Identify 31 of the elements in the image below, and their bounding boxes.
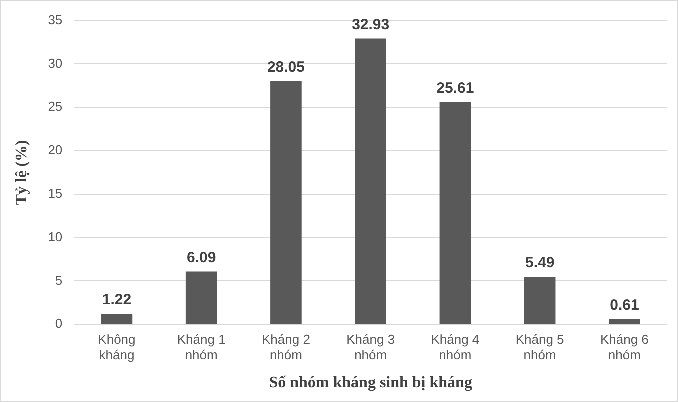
- data-label: 32.93: [352, 16, 390, 34]
- bar: [270, 81, 302, 324]
- x-tick-label: Kháng 6 nhóm: [600, 332, 649, 363]
- y-tick-label: 25: [48, 99, 63, 114]
- y-tick-label: 35: [48, 12, 63, 28]
- data-label: 25.61: [436, 80, 474, 97]
- data-label: 1.22: [102, 292, 132, 309]
- data-label: 5.49: [525, 254, 555, 272]
- x-tick-label: Kháng 2 nhóm: [262, 332, 310, 363]
- x-tick-label: Kháng 4 nhóm: [431, 332, 480, 363]
- bar: [440, 102, 472, 324]
- x-tick-label: Kháng 5 nhóm: [516, 332, 564, 363]
- y-tick-label: 20: [48, 142, 63, 158]
- y-tick-label: 0: [55, 316, 63, 332]
- x-tick-label: Kháng 3 nhóm: [346, 332, 396, 363]
- y-axis-title: Tỷ lệ (%): [14, 140, 31, 206]
- x-tick-label: Kháng 1 nhóm: [177, 332, 226, 363]
- x-axis-title: Số nhóm kháng sinh bị kháng: [269, 374, 472, 392]
- y-tick-label: 5: [55, 272, 63, 288]
- data-label: 6.09: [186, 249, 216, 266]
- y-tick-label: 30: [48, 56, 63, 71]
- bar: [101, 314, 133, 324]
- bar: [186, 272, 218, 324]
- bar: [355, 38, 386, 324]
- bar: [524, 276, 556, 324]
- data-label: 28.05: [267, 58, 305, 76]
- bar: [609, 319, 640, 324]
- y-tick-label: 15: [48, 186, 63, 201]
- y-tick-label: 10: [48, 229, 63, 244]
- data-label: 0.61: [610, 296, 640, 314]
- x-tick-label: Không kháng: [98, 332, 136, 363]
